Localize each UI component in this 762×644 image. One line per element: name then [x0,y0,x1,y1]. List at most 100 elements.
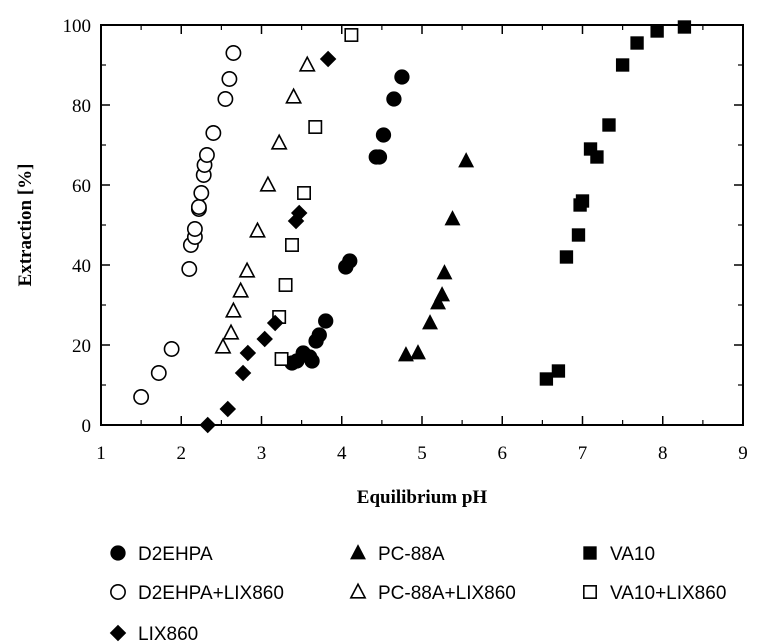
series-va10 [539,20,692,386]
legend-item-va10-lix860: VA10+LIX860 [583,583,726,604]
x-tick-label: 9 [738,443,748,464]
data-point-va10 [615,58,630,72]
x-tick-label: 2 [177,443,187,464]
y-axis-ticks [101,64,743,386]
data-point-d2ehpa-lix860 [133,389,150,405]
legend-item-pc-88a: PC-88A [350,544,445,565]
data-point-va10 [575,194,590,208]
series-pc-88a-lix860 [214,55,316,354]
legend-marker-d2ehpa [110,545,126,561]
data-point-va10-lix860 [297,186,312,200]
data-point-d2ehpa [318,313,334,329]
x-tick-label: 5 [417,443,427,464]
data-point-pc-88a-lix860 [232,281,250,298]
data-point-d2ehpa-lix860 [217,91,234,107]
data-point-pc-88a-lix860 [249,221,266,238]
legend-marker-va10-lix860 [583,585,597,599]
y-tick-label: 60 [72,176,91,197]
data-point-va10 [539,372,554,386]
data-point-va10-lix860 [344,28,359,42]
legend-item-va10: VA10 [583,544,655,565]
data-point-pc-88a [458,152,475,168]
legend-label: VA10+LIX860 [610,583,726,604]
data-point-d2ehpa [394,69,410,85]
series-va10-lix860 [272,28,359,366]
data-point-va10 [650,24,664,38]
data-point-pc-88a-lix860 [222,323,240,340]
y-tick-label: 100 [63,16,92,37]
series-d2ehpa [284,69,410,371]
data-point-pc-88a [410,344,426,360]
data-point-va10 [551,364,566,378]
series-pc-88a [397,152,475,362]
data-point-pc-88a-lix860 [270,133,288,150]
data-point-d2ehpa [342,253,358,269]
data-point-va10 [590,150,604,164]
legend-label: VA10 [610,544,655,565]
data-point-d2ehpa-lix860 [225,45,242,61]
y-tick-label: 0 [82,416,92,437]
legend-marker-pc-88a [350,544,366,560]
data-point-pc-88a [436,264,453,280]
legend-item-lix860: LIX860 [109,624,198,644]
data-point-d2ehpa-lix860 [186,221,203,237]
data-point-d2ehpa [371,149,388,165]
legend: D2EHPA PC-88A VA10 D2EHPA+LIX860 PC-88A+LIX8… [109,544,726,644]
data-point-lix860 [256,330,273,348]
data-point-va10 [630,36,644,50]
data-point-d2ehpa [304,353,320,369]
legend-marker-pc-88a-lix860 [349,582,367,599]
legend-label: PC-88A+LIX860 [378,583,516,604]
data-point-va10 [571,228,586,242]
data-point-va10-lix860 [308,120,323,134]
data-point-d2ehpa [386,91,402,107]
data-point-d2ehpa-lix860 [205,125,222,141]
legend-marker-d2ehpa-lix860 [110,584,126,600]
x-tick-label: 6 [498,443,508,464]
legend-marker-va10 [583,546,597,560]
data-point-pc-88a [430,294,447,310]
series-lix860 [199,50,337,434]
data-point-d2ehpa [375,127,392,143]
data-point-lix860 [319,50,337,68]
legend-item-d2ehpa-lix860: D2EHPA+LIX860 [110,583,284,604]
data-point-va10 [602,118,616,132]
x-axis-title: Equilibrium pH [357,487,488,508]
data-points [133,20,692,434]
data-point-pc-88a-lix860 [214,337,232,354]
data-point-d2ehpa-lix860 [150,365,167,381]
data-point-d2ehpa-lix860 [198,147,215,163]
legend-marker-lix860 [109,624,127,642]
data-point-pc-88a [434,286,451,302]
x-tick-label: 4 [337,443,347,464]
data-point-pc-88a-lix860 [298,55,316,72]
data-point-va10-lix860 [278,278,293,292]
x-tick-label: 8 [658,443,668,464]
data-point-pc-88a [422,314,439,330]
x-tick-label: 1 [96,443,106,464]
x-tick-label: 7 [578,443,588,464]
data-point-lix860 [219,400,237,418]
legend-item-d2ehpa: D2EHPA [110,544,213,565]
data-point-va10 [559,250,574,264]
data-point-d2ehpa-lix860 [193,185,210,201]
y-axis-tick-labels: 0 20 40 60 80 100 [63,16,92,437]
data-point-d2ehpa-lix860 [221,71,238,87]
series-d2ehpa-lix860 [133,45,242,405]
y-axis-title: Extraction [%] [15,164,36,287]
data-point-d2ehpa-lix860 [181,261,198,277]
data-point-va10-lix860 [285,238,299,252]
x-axis-tick-labels: 1 2 3 4 5 6 7 8 9 [96,443,748,464]
data-point-va10-lix860 [274,352,289,366]
data-point-va10 [677,20,692,34]
data-point-lix860 [199,416,216,434]
data-point-lix860 [239,344,257,362]
data-point-pc-88a-lix860 [238,261,256,278]
legend-label: PC-88A [378,544,445,565]
data-point-pc-88a [444,210,461,226]
data-point-pc-88a-lix860 [224,301,242,318]
data-point-d2ehpa-lix860 [163,341,180,357]
data-point-pc-88a-lix860 [285,87,303,104]
data-point-lix860 [234,364,252,382]
legend-label: D2EHPA [138,544,213,565]
